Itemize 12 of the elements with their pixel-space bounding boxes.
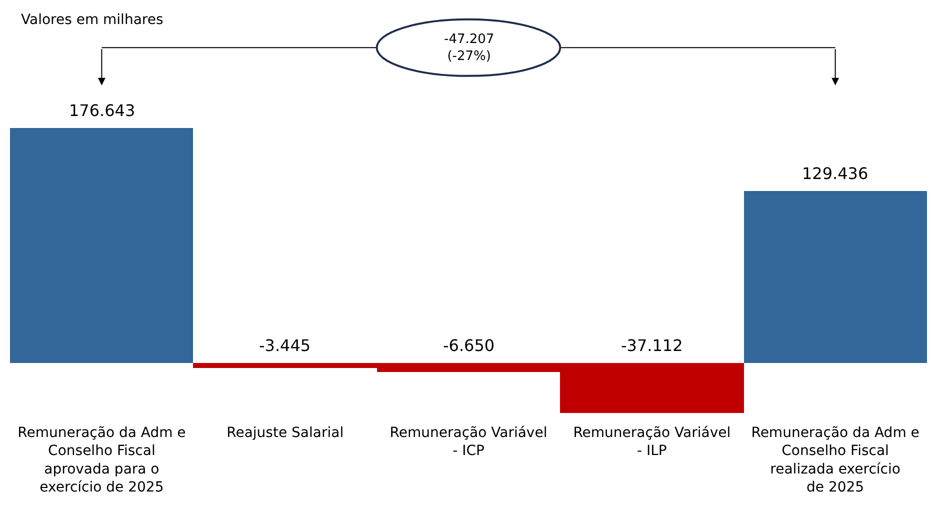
x-tick-label: Remuneração Variável - ILP: [573, 425, 731, 460]
data-label: -3.445: [259, 336, 311, 355]
data-label: -6.650: [443, 336, 495, 355]
x-tick-label: Reajuste Salarial: [226, 425, 344, 441]
data-label: 176.643: [69, 101, 136, 120]
data-label: 129.436: [802, 164, 868, 183]
text: Valores em milhares: [21, 12, 164, 28]
text: -47.207 (-27%): [444, 32, 494, 64]
x-tick-label: Remuneração Variável - ICP: [390, 425, 548, 460]
x-tick-label: Remuneração da Adm e Conselho Fiscal aprovada para o exercício de 2025: [18, 425, 186, 496]
x-tick-label: Remuneração da Adm e Conselho Fiscal realizada exercício de 2025: [751, 425, 920, 496]
data-label: -37.112: [621, 336, 683, 355]
